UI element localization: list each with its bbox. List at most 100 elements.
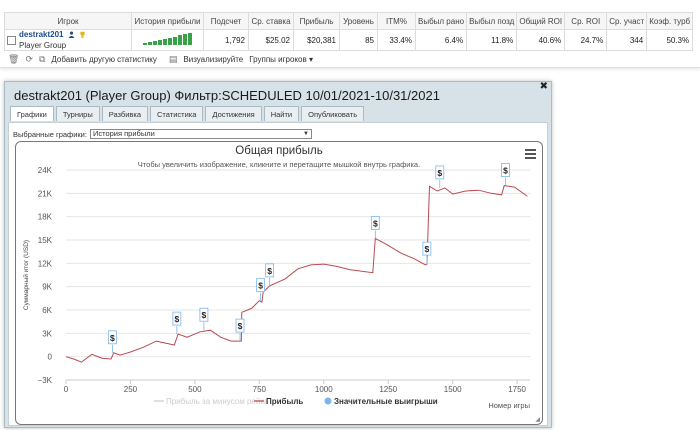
visualize-button[interactable]: Визуализируйте [183, 55, 244, 64]
y-tick-label: 12K [38, 259, 53, 268]
trash-icon[interactable]: 🗑 [8, 54, 20, 64]
y-tick-label: 3K [42, 329, 52, 338]
column-header[interactable]: ITM% [377, 12, 416, 30]
y-tick-label: 0 [48, 353, 53, 362]
window-title: destrakt201 (Player Group) Фильтр:SCHEDU… [14, 88, 440, 103]
y-tick-label: 24K [38, 166, 53, 175]
player-chart-window: destrakt201 (Player Group) Фильтр:SCHEDU… [4, 81, 552, 428]
chart-menu-icon[interactable] [525, 149, 536, 161]
dollar-icon: $ [437, 168, 442, 178]
dollar-icon: $ [425, 244, 430, 254]
tab-item[interactable]: Найти [263, 106, 300, 121]
column-header[interactable]: Ср. ROI [564, 12, 608, 30]
column-header[interactable]: История прибыли [131, 12, 204, 30]
legend-dot-swatch [324, 397, 332, 405]
y-tick-label: −3K [38, 376, 53, 385]
big-win-flag [172, 311, 182, 326]
dollar-icon: $ [258, 281, 263, 291]
column-header[interactable]: Подсчет [203, 12, 249, 30]
y-tick-label: 9K [42, 283, 52, 292]
x-axis-label: Номер игры [488, 401, 530, 410]
chart-title: Общая прибыль [235, 145, 323, 157]
row-checkbox[interactable] [7, 35, 16, 45]
legend-item: Значительные выигрыши [334, 397, 438, 406]
refresh-icon[interactable]: ⟳ [25, 54, 33, 64]
x-tick-label: 1000 [315, 385, 333, 394]
tab-item[interactable]: Разбивка [101, 106, 149, 121]
trophy-icon[interactable] [79, 31, 86, 39]
stats-area: Игрок История прибыли Подсчет Ср. ставка При… [0, 0, 700, 68]
x-tick-label: 250 [124, 385, 138, 394]
table-row[interactable]: destrakt201 Player Group [4, 29, 694, 51]
column-header[interactable]: Ср. ставка [248, 12, 294, 30]
itm-cell: 33.4% [377, 29, 416, 51]
big-win-flag [235, 318, 245, 333]
tab-bar: Графики Турниры Разбивка Статистика Достижен… [10, 106, 365, 121]
chart-select-label: Выбранные графики: [13, 129, 87, 139]
add-stats-button[interactable]: Добавить другую статистику [51, 55, 157, 64]
player-groups-dropdown[interactable]: Группы игроков ▾ [249, 55, 313, 64]
avg-stake-cell: $25.02 [248, 29, 294, 51]
legend-item: Прибыль [266, 397, 303, 406]
table-toolbar: 🗑 ⟳ ⧉ Добавить другую статистику ▤ Визуа… [8, 54, 313, 65]
profit-chart[interactable]: Общая прибыль Чтобы увеличить изображени… [15, 141, 543, 425]
column-header[interactable]: Прибыль [293, 12, 340, 30]
big-win-flag [435, 165, 445, 180]
total-roi-cell: 40.6% [516, 29, 566, 51]
count-cell: 1,792 [203, 29, 249, 51]
close-icon[interactable]: ✖ [539, 81, 548, 92]
chart-icon[interactable]: ▤ [168, 54, 178, 64]
chart-select-row: Выбранные графики: История прибыли ▼ [13, 129, 312, 139]
player-group: Player Group [19, 41, 67, 50]
column-header[interactable]: Выбыл позд [466, 12, 518, 30]
player-name[interactable]: destrakt201 [19, 30, 64, 39]
big-win-flag [108, 330, 117, 345]
player-cell[interactable]: destrakt201 Player Group [4, 29, 132, 51]
x-tick-label: 1750 [508, 385, 526, 394]
column-header[interactable]: Выбыл рано [414, 12, 468, 30]
big-win-flag [370, 216, 380, 230]
level-cell: 85 [339, 29, 378, 51]
dollar-icon: $ [174, 314, 179, 324]
chart-plot[interactable]: −3K 0 3K 6K 9K 12K 15K 18K 21K 24K 0 250 500 750 1000 1… [16, 142, 544, 426]
big-win-flag [422, 241, 432, 256]
tab-item[interactable]: Турниры [55, 106, 100, 121]
stats-table: Игрок История прибыли Подсчет Ср. ставка При… [4, 12, 694, 51]
x-tick-label: 0 [64, 385, 69, 394]
x-tick-label: 1250 [379, 385, 397, 394]
late-cell: 11.8% [466, 29, 518, 51]
column-header[interactable]: Коэф. турб [646, 12, 694, 30]
copy-icon[interactable]: ⧉ [38, 54, 46, 64]
early-cell: 6.4% [414, 29, 468, 51]
big-win-flag [199, 307, 209, 322]
column-header[interactable]: Ср. участ [606, 12, 648, 30]
dollar-icon: $ [110, 333, 115, 343]
tab-item[interactable]: Статистика [150, 106, 204, 121]
y-axis-label: Суммарный итог (USD) [22, 240, 30, 310]
column-header[interactable]: Уровень [339, 12, 378, 30]
profit-history-sparkline-cell[interactable] [131, 29, 204, 51]
column-header[interactable]: Общий ROI [516, 12, 566, 30]
avg-field-cell: 344 [606, 29, 648, 51]
profit-sparkline[interactable] [142, 33, 193, 45]
y-tick-label: 15K [38, 236, 53, 245]
chart-select-value: История прибыли [92, 129, 155, 138]
chart-subtitle: Чтобы увеличить изображение, кликните и … [137, 160, 421, 169]
x-tick-label: 750 [253, 385, 267, 394]
big-win-flag [265, 263, 275, 278]
tab-item[interactable]: Достижения [205, 106, 262, 121]
y-tick-label: 18K [38, 213, 53, 222]
resize-handle-icon[interactable]: ◢ [535, 417, 540, 423]
charts-panel: Выбранные графики: История прибыли ▼ Общ… [8, 122, 548, 426]
tab-item[interactable]: Опубликовать [301, 106, 365, 121]
big-win-flag [256, 278, 266, 293]
chart-select[interactable]: История прибыли ▼ [89, 129, 312, 139]
chevron-down-icon: ▼ [303, 131, 309, 137]
user-icon[interactable] [68, 31, 75, 39]
y-tick-label: 6K [42, 306, 52, 315]
dollar-icon: $ [503, 166, 508, 176]
tab-item[interactable]: Графики [10, 106, 54, 121]
profit-cell: $20,381 [293, 29, 340, 51]
column-header[interactable]: Игрок [4, 12, 132, 30]
x-tick-label: 1500 [444, 385, 462, 394]
